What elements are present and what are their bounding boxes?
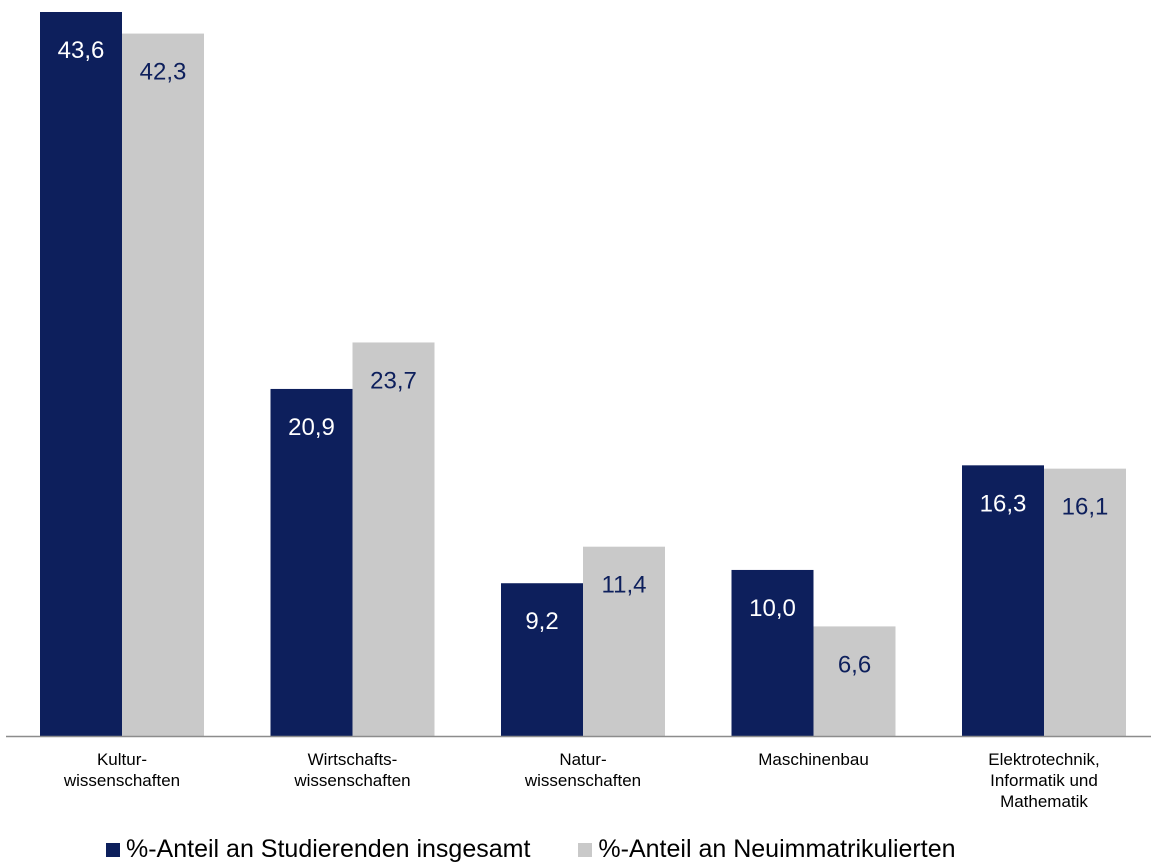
bar-series-1-cat-5 (962, 465, 1044, 736)
category-label-2: Wirtschafts-wissenschaften (293, 750, 410, 790)
data-label-series-2-cat-2: 23,7 (370, 367, 417, 394)
legend-label-series-1: %-Anteil an Studierenden insgesamt (126, 835, 531, 863)
data-label-series-2-cat-3: 11,4 (602, 572, 647, 599)
category-label-4: Maschinenbau (758, 750, 869, 769)
legend-swatch-series-1 (106, 842, 120, 857)
bar-series-1-cat-1 (40, 12, 122, 736)
data-label-series-2-cat-4: 6,6 (838, 651, 871, 678)
legend-label-series-2: %-Anteil an Neuimmatrikulierten (598, 835, 956, 863)
data-label-series-2-cat-1: 42,3 (140, 59, 187, 86)
bar-series-1-cat-2 (270, 388, 353, 736)
bar-series-2-cat-1 (122, 33, 204, 736)
bar-series-2-cat-3 (583, 546, 665, 736)
category-label-5: Elektrotechnik, Informatik und Mathematik (988, 750, 1100, 811)
data-label-series-1-cat-3: 9,2 (525, 608, 558, 635)
data-label-series-2-cat-5: 16,1 (1062, 494, 1109, 521)
legend-item-series-1: %-Anteil an Studierenden insgesamt (106, 835, 530, 864)
bar-series-2-cat-4 (813, 626, 896, 736)
bar-series-2-cat-2 (352, 342, 435, 736)
bar-chart: 43,6 42,3 Kultur-wissenschaften 20,9 23,7 Wir… (6, 12, 1151, 811)
category-label-3: Natur-wissenschaften (524, 750, 641, 790)
legend-swatch-series-2 (578, 842, 593, 857)
data-label-series-1-cat-4: 10,0 (749, 595, 796, 622)
data-label-series-1-cat-2: 20,9 (288, 414, 335, 441)
bar-series-1-cat-3 (501, 583, 583, 736)
bar-series-2-cat-5 (1044, 468, 1126, 736)
data-label-series-1-cat-5: 16,3 (980, 490, 1027, 517)
bar-series-1-cat-4 (731, 569, 814, 736)
category-label-1: Kultur-wissenschaften (63, 750, 180, 790)
legend-item-series-2: %-Anteil an Neuimmatrikulierten (578, 835, 956, 864)
data-label-series-1-cat-1: 43,6 (58, 37, 105, 64)
legend: %-Anteil an Studierenden insgesamt %-Ant… (106, 835, 1004, 864)
